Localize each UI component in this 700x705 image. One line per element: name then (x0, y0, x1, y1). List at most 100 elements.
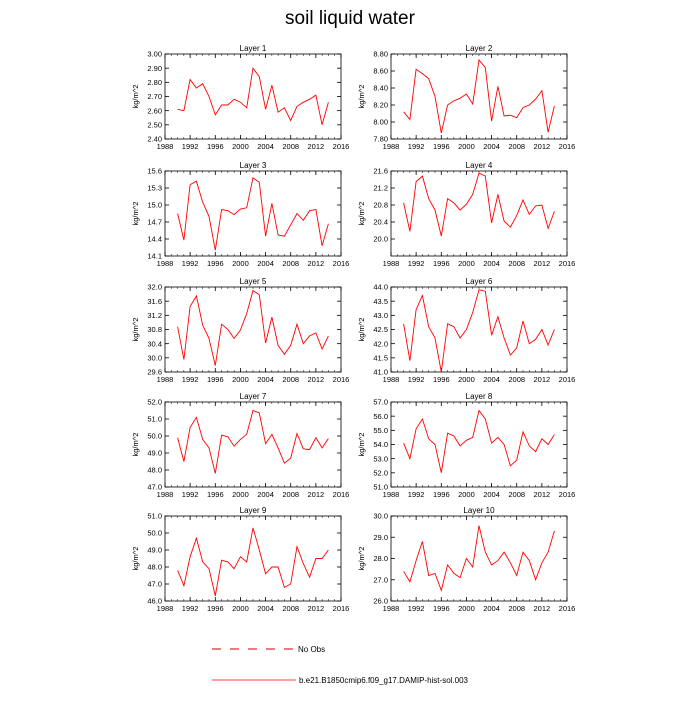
x-tick-label: 2004 (257, 375, 274, 384)
y-tick-label: 8.60 (373, 67, 388, 76)
x-tick-label: 2008 (282, 490, 299, 499)
x-tick-label: 2012 (534, 604, 551, 613)
x-tick-label: 1988 (157, 604, 174, 613)
x-tick-label: 1992 (408, 259, 425, 268)
y-tick-label: 20.4 (373, 218, 388, 227)
x-tick-label: 2008 (508, 604, 525, 613)
x-tick-label: 2016 (333, 142, 350, 151)
y-tick-label: 2.90 (147, 64, 162, 73)
x-tick-label: 1996 (207, 375, 224, 384)
y-tick-label: 48.0 (147, 466, 162, 475)
y-tick-label: 2.70 (147, 92, 162, 101)
x-tick-label: 2016 (333, 490, 350, 499)
legend: No Obs b.e21.B1850cmip6.f09_g17.DAMIP-his… (212, 645, 469, 685)
x-tick-label: 2008 (282, 375, 299, 384)
x-tick-label: 2012 (308, 490, 325, 499)
x-tick-label: 2012 (308, 604, 325, 613)
y-tick-label: 56.0 (373, 412, 388, 421)
x-tick-label: 1992 (182, 375, 199, 384)
plot-frame (164, 401, 342, 488)
panel-layer-5: Layer 5 1988 1992 1996 2000 2004 2008 2012 2016 2… (131, 277, 349, 384)
x-tick-label: 2012 (534, 375, 551, 384)
x-tick-label: 2000 (232, 142, 249, 151)
x-tick-label: 2008 (508, 490, 525, 499)
y-tick-label: 27.0 (373, 575, 388, 584)
x-tick-label: 1988 (383, 259, 400, 268)
x-tick-label: 2016 (559, 604, 576, 613)
y-axis-label: kg/m^2 (357, 85, 366, 109)
x-tick-label: 1988 (157, 142, 174, 151)
panel-title: Layer 6 (466, 277, 493, 286)
x-tick-label: 2016 (559, 142, 576, 151)
y-axis-label: kg/m^2 (357, 202, 366, 226)
x-tick-label: 2016 (559, 490, 576, 499)
x-tick-label: 2000 (458, 604, 475, 613)
series-line (177, 289, 329, 366)
y-tick-label: 49.0 (147, 546, 162, 555)
y-tick-label: 14.7 (147, 218, 162, 227)
x-tick-label: 1992 (408, 490, 425, 499)
plot-frame (164, 286, 342, 373)
x-tick-label: 1996 (433, 142, 450, 151)
y-axis-label: kg/m^2 (131, 318, 140, 342)
x-tick-label: 2000 (232, 604, 249, 613)
y-tick-label: 30.0 (373, 512, 388, 521)
y-tick-label: 3.00 (147, 50, 162, 59)
plot-frame (390, 286, 568, 373)
x-tick-label: 2000 (232, 375, 249, 384)
y-tick-label: 8.80 (373, 50, 388, 59)
series-line (403, 409, 555, 473)
y-tick-label: 46.0 (147, 597, 162, 606)
panel-layer-3: Layer 3 1988 1992 1996 2000 2004 2008 2012 2016 1… (131, 161, 349, 268)
x-tick-label: 2004 (257, 142, 274, 151)
plot-frame (390, 53, 568, 140)
panel-layer-1: Layer 1 1988 1992 1996 2000 2004 2008 2012 2016 2… (131, 44, 349, 151)
x-tick-label: 2016 (333, 259, 350, 268)
panel-layer-10: Layer 10 1988 1992 1996 2000 2004 2008 2012 2016… (357, 506, 575, 613)
x-tick-label: 1996 (207, 604, 224, 613)
y-tick-label: 21.6 (373, 167, 388, 176)
y-axis-label: kg/m^2 (357, 547, 366, 571)
x-tick-label: 2016 (333, 375, 350, 384)
y-tick-label: 31.2 (147, 311, 162, 320)
y-tick-label: 30.8 (147, 325, 162, 334)
x-tick-label: 2012 (534, 259, 551, 268)
y-tick-label: 29.0 (373, 533, 388, 542)
panel-layer-4: Layer 4 1988 1992 1996 2000 2004 2008 2012 2016 2… (357, 161, 575, 268)
x-tick-label: 1992 (408, 604, 425, 613)
x-tick-label: 2004 (483, 490, 500, 499)
x-tick-label: 1988 (383, 490, 400, 499)
x-tick-label: 1988 (157, 490, 174, 499)
y-tick-label: 30.4 (147, 339, 162, 348)
x-tick-label: 2000 (458, 259, 475, 268)
series-line (177, 527, 329, 597)
y-tick-label: 48.0 (147, 563, 162, 572)
x-tick-label: 2008 (508, 375, 525, 384)
series-line (403, 289, 555, 373)
panel-layer-2: Layer 2 1988 1992 1996 2000 2004 2008 2012 2016 7… (357, 44, 575, 151)
y-tick-label: 2.50 (147, 120, 162, 129)
y-tick-label: 57.0 (373, 398, 388, 407)
y-tick-label: 2.80 (147, 78, 162, 87)
y-tick-label: 28.0 (373, 554, 388, 563)
y-tick-label: 55.0 (373, 426, 388, 435)
x-tick-label: 1996 (433, 604, 450, 613)
x-tick-label: 1992 (182, 142, 199, 151)
y-tick-label: 50.0 (147, 432, 162, 441)
x-tick-label: 2004 (483, 142, 500, 151)
x-tick-label: 2000 (458, 490, 475, 499)
y-tick-label: 44.0 (373, 283, 388, 292)
x-tick-label: 2012 (308, 259, 325, 268)
x-tick-label: 1992 (408, 375, 425, 384)
x-tick-label: 2016 (333, 604, 350, 613)
x-tick-label: 1996 (433, 490, 450, 499)
y-axis-label: kg/m^2 (131, 547, 140, 571)
series-line (177, 177, 329, 251)
y-tick-label: 43.0 (373, 311, 388, 320)
y-tick-label: 31.6 (147, 297, 162, 306)
y-axis-label: kg/m^2 (357, 433, 366, 457)
x-tick-label: 1992 (182, 490, 199, 499)
y-axis-label: kg/m^2 (131, 433, 140, 457)
y-tick-label: 8.40 (373, 84, 388, 93)
y-tick-label: 14.4 (147, 235, 162, 244)
